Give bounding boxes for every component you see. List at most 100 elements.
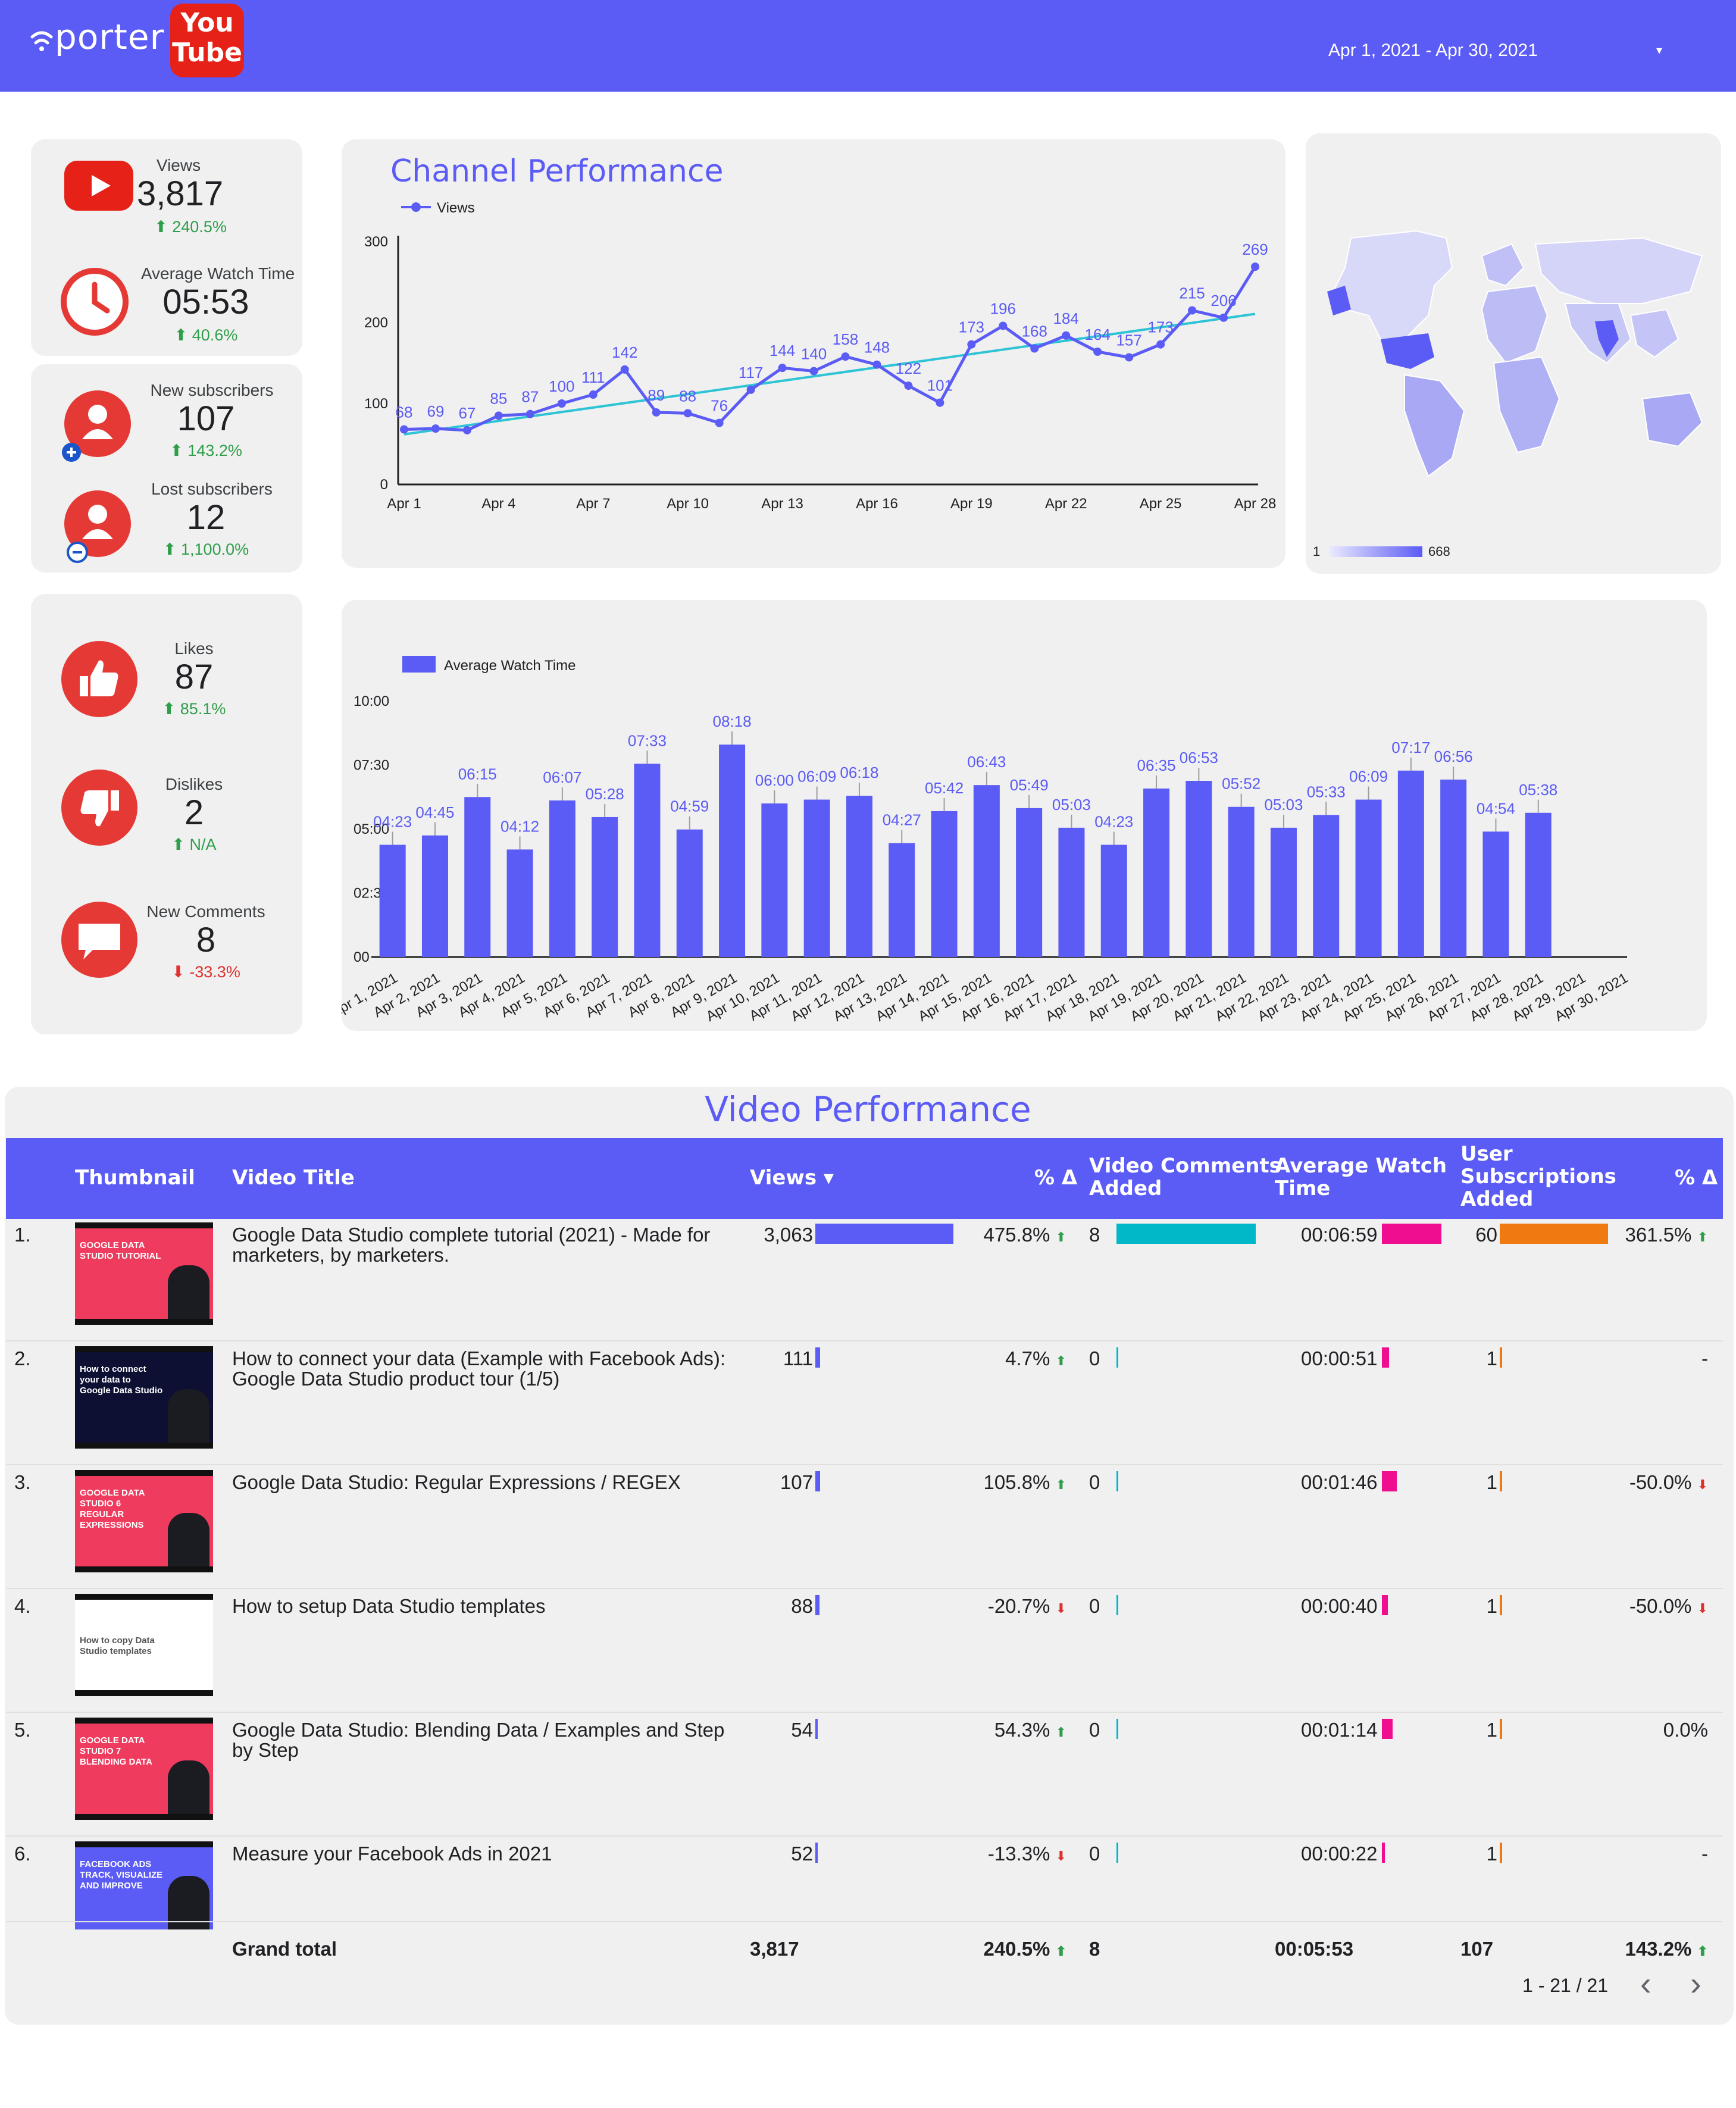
video-thumbnail[interactable]: FACEBOOK ADS TRACK, VISUALIZE AND IMPROV… xyxy=(75,1841,213,1929)
watch-time-bar[interactable] xyxy=(421,835,448,957)
col-views[interactable]: Views ▾ xyxy=(750,1166,834,1190)
watch-time-bar[interactable] xyxy=(889,843,915,957)
views-point[interactable] xyxy=(652,408,661,417)
video-thumbnail[interactable]: GOOGLE DATA STUDIO 6 REGULAR EXPRESSIONS xyxy=(75,1470,213,1572)
views-point[interactable] xyxy=(746,385,755,394)
col-video-title[interactable]: Video Title xyxy=(232,1166,355,1190)
watch-time-bar[interactable] xyxy=(931,811,958,957)
subs-bar xyxy=(1500,1471,1502,1491)
video-title-link[interactable]: Google Data Studio complete tutorial (20… xyxy=(232,1224,711,1246)
views-point[interactable] xyxy=(620,365,629,374)
watch-time-bar[interactable] xyxy=(1525,812,1552,957)
views-point[interactable] xyxy=(999,321,1008,330)
date-range-picker[interactable]: Apr 1, 2021 - Apr 30, 2021 xyxy=(1328,40,1538,60)
watch-time-bar[interactable] xyxy=(549,800,575,957)
views-point[interactable] xyxy=(494,411,503,420)
youtube-logo-line1: You xyxy=(180,8,234,38)
comments-delta: ⬇ -33.3% xyxy=(171,963,240,981)
video-title-link[interactable]: Measure your Facebook Ads in 2021 xyxy=(232,1843,552,1865)
views-point[interactable] xyxy=(715,418,724,427)
col-watch-l1[interactable]: Average Watch xyxy=(1275,1154,1447,1178)
views-point[interactable] xyxy=(1251,262,1259,271)
views-point[interactable] xyxy=(904,381,913,390)
col-watch-l2[interactable]: Time xyxy=(1275,1177,1331,1200)
youtube-logo: You Tube xyxy=(170,4,244,77)
views-point[interactable] xyxy=(967,340,976,349)
watch-time-bar[interactable] xyxy=(846,796,872,957)
views-point[interactable] xyxy=(841,352,850,361)
col-thumbnail[interactable]: Thumbnail xyxy=(75,1166,195,1190)
views-point[interactable] xyxy=(589,390,598,399)
views-point[interactable] xyxy=(1062,331,1071,340)
legend-label: Views xyxy=(437,200,475,216)
chevron-down-icon[interactable]: ▾ xyxy=(1656,44,1663,57)
views-value: 88 xyxy=(791,1595,813,1617)
views-change: 54.3% ⬆ xyxy=(994,1719,1066,1741)
views-point[interactable] xyxy=(431,424,440,433)
watch-time-bar[interactable] xyxy=(1186,781,1212,957)
col-subs-l1[interactable]: User xyxy=(1460,1142,1513,1166)
views-point[interactable] xyxy=(683,409,692,418)
video-title-link-line2[interactable]: Google Data Studio product tour (1/5) xyxy=(232,1368,560,1390)
views-point[interactable] xyxy=(1219,313,1228,322)
video-title-link[interactable]: How to connect your data (Example with F… xyxy=(232,1347,726,1369)
watch-time-bar[interactable] xyxy=(506,849,533,957)
video-title-link[interactable]: How to setup Data Studio templates xyxy=(232,1595,546,1617)
video-thumbnail[interactable]: How to connect your data to Google Data … xyxy=(75,1346,213,1449)
watch-time-bar[interactable] xyxy=(1228,806,1255,957)
watch-time-bar[interactable] xyxy=(464,797,491,957)
prev-page-icon[interactable]: ‹ xyxy=(1640,1965,1651,2002)
col-subs-l3[interactable]: Added xyxy=(1460,1187,1534,1211)
watch-time-bar[interactable] xyxy=(719,745,746,957)
watch-time-bar[interactable] xyxy=(1058,827,1085,957)
views-change: 475.8% ⬆ xyxy=(983,1224,1066,1246)
video-thumbnail[interactable]: How to copy Data Studio templates xyxy=(75,1594,213,1696)
video-title-link[interactable]: Google Data Studio: Regular Expressions … xyxy=(232,1471,681,1493)
watch-time-bar[interactable] xyxy=(1270,827,1297,957)
watch-time-bar[interactable] xyxy=(1355,799,1382,957)
watch-time-bar[interactable] xyxy=(1100,845,1127,957)
views-point[interactable] xyxy=(526,409,534,418)
bar-value-label: 06:09 xyxy=(1349,768,1388,786)
col-views-change[interactable]: % Δ xyxy=(1034,1166,1078,1190)
views-point[interactable] xyxy=(936,398,944,407)
views-point[interactable] xyxy=(400,425,408,434)
video-title-link-line2[interactable]: marketers, by marketers. xyxy=(232,1244,449,1266)
views-point[interactable] xyxy=(1030,344,1039,353)
watch-time-bar[interactable] xyxy=(1313,815,1340,957)
watch-time-value: 00:06:59 xyxy=(1301,1224,1378,1246)
col-comments-l2[interactable]: Added xyxy=(1089,1177,1162,1200)
views-point[interactable] xyxy=(1188,306,1197,315)
views-point[interactable] xyxy=(557,399,566,408)
video-thumbnail[interactable]: GOOGLE DATA STUDIO 7 BLENDING DATA xyxy=(75,1718,213,1820)
video-thumbnail[interactable]: GOOGLE DATA STUDIO TUTORIAL xyxy=(75,1222,213,1325)
bar-value-label: 06:07 xyxy=(543,768,581,786)
watch-time-bar[interactable] xyxy=(379,845,406,957)
watch-time-bar[interactable] xyxy=(1440,779,1467,957)
video-title-link-line2[interactable]: by Step xyxy=(232,1739,299,1761)
watch-time-bar[interactable] xyxy=(803,799,830,957)
views-point[interactable] xyxy=(872,360,881,369)
watch-time-bar[interactable] xyxy=(676,829,703,957)
watch-time-bar[interactable] xyxy=(761,803,788,957)
col-comments-l1[interactable]: Video Comments xyxy=(1089,1154,1281,1178)
video-title-link[interactable]: Google Data Studio: Blending Data / Exam… xyxy=(232,1719,725,1741)
views-point[interactable] xyxy=(1125,353,1134,362)
watch-time-bar[interactable] xyxy=(1143,788,1170,957)
bar-value-label: 06:15 xyxy=(458,765,497,783)
views-point[interactable] xyxy=(778,364,787,373)
col-subs-change[interactable]: % Δ xyxy=(1675,1166,1718,1190)
comments-bar xyxy=(1116,1471,1118,1491)
views-point[interactable] xyxy=(1156,340,1165,349)
next-page-icon[interactable]: › xyxy=(1690,1965,1701,2002)
col-subs-l2[interactable]: Subscriptions xyxy=(1460,1165,1616,1189)
watch-time-bar[interactable] xyxy=(973,785,1000,957)
watch-time-bar[interactable] xyxy=(634,764,661,957)
views-point[interactable] xyxy=(809,367,818,376)
watch-time-bar[interactable] xyxy=(1397,770,1424,957)
views-point[interactable] xyxy=(462,426,471,434)
watch-time-bar[interactable] xyxy=(1016,808,1043,957)
views-point[interactable] xyxy=(1093,347,1102,356)
watch-time-bar[interactable] xyxy=(592,817,618,957)
watch-time-bar[interactable] xyxy=(1482,831,1509,957)
